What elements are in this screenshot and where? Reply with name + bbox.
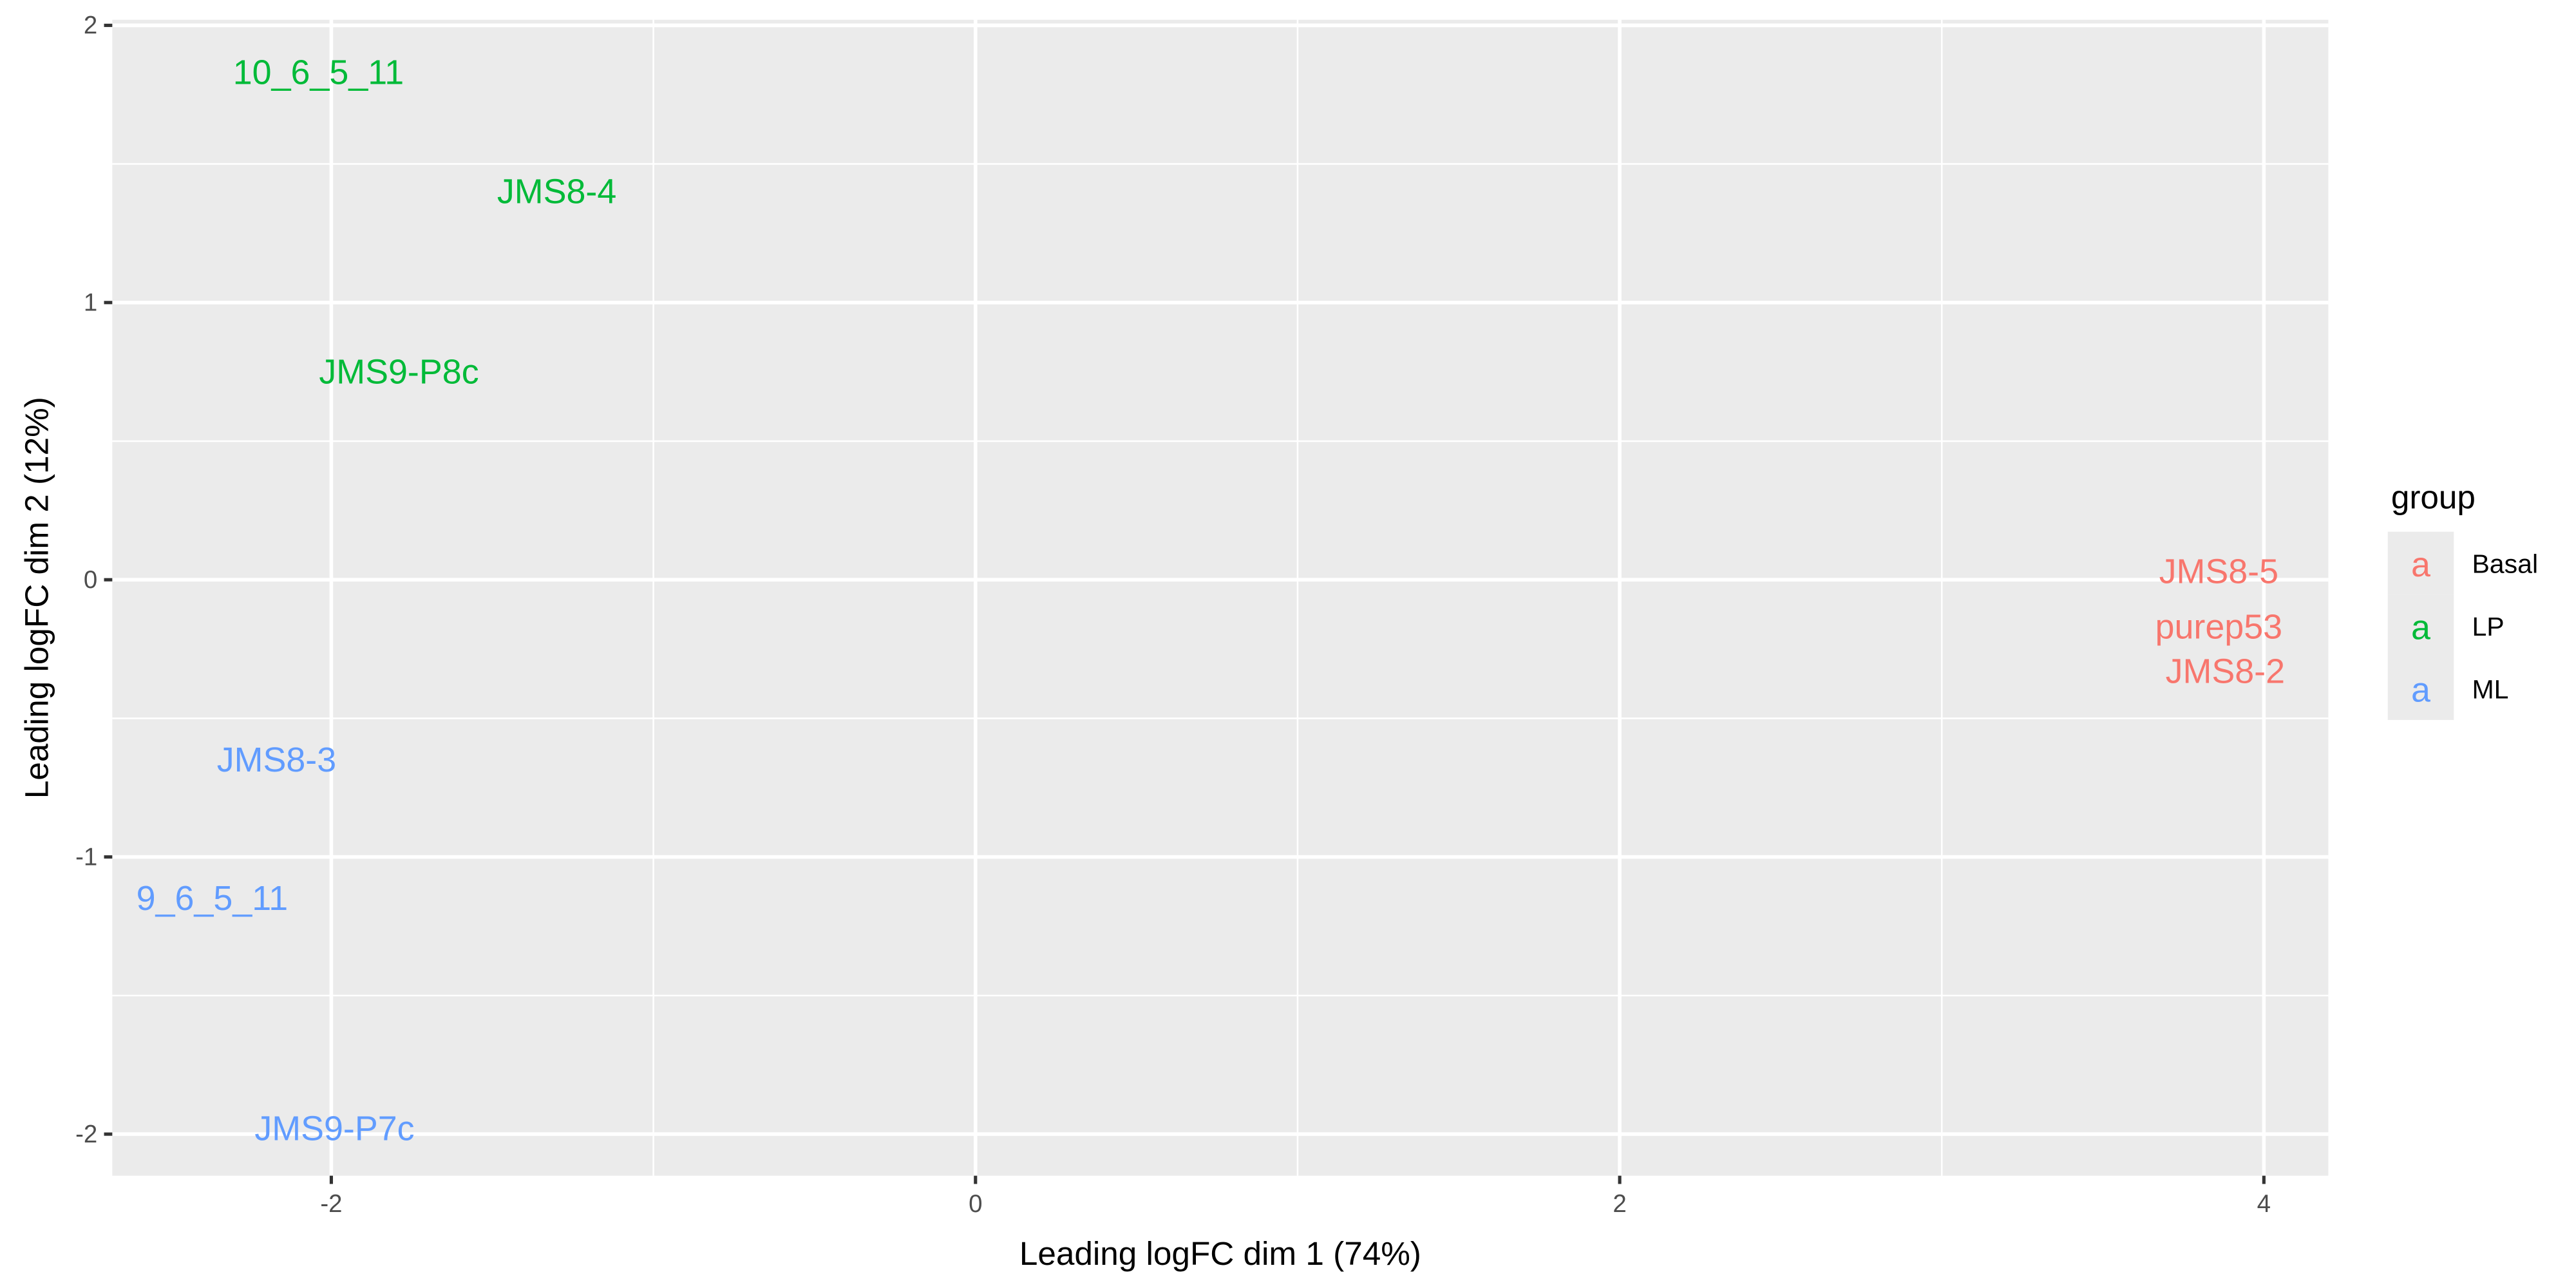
y-tick-label: 0 [84, 566, 97, 594]
point-label: 10_6_5_11 [233, 53, 404, 91]
point-label: 9_6_5_11 [137, 879, 289, 918]
x-tick-label: -2 [320, 1190, 342, 1218]
y-tick-label: 2 [84, 12, 97, 39]
legend-key-glyph: a [2411, 608, 2430, 647]
legend-key-glyph: a [2411, 545, 2430, 584]
data-labels: 10_6_5_11 JMS8-4 JMS9-P8c JMS8-5 purep53 JMS8… [137, 53, 2285, 1148]
axes: -2 0 2 4 -2 -1 0 1 2 [75, 12, 2271, 1218]
point-label: JMS9-P7c [254, 1109, 414, 1148]
legend-label: LP [2472, 612, 2504, 641]
gridlines [112, 19, 2329, 1176]
x-tick-label: 4 [2257, 1190, 2271, 1218]
point-label: JMS8-4 [497, 173, 616, 211]
point-label: JMS8-5 [2159, 552, 2278, 591]
point-label: JMS8-2 [2166, 652, 2285, 691]
legend-key-glyph: a [2411, 671, 2430, 710]
y-tick-label: -1 [75, 843, 97, 871]
point-label: JMS8-3 [217, 741, 336, 779]
legend-key [2387, 594, 2454, 658]
legend: group a Basal a LP a ML [2387, 479, 2538, 720]
legend-label: ML [2472, 675, 2508, 705]
legend-title: group [2391, 479, 2476, 516]
x-tick-label: 0 [969, 1190, 982, 1218]
legend-key [2387, 531, 2454, 595]
x-axis-title: Leading logFC dim 1 (74%) [1019, 1235, 1421, 1272]
y-tick-label: 1 [84, 289, 97, 317]
legend-key [2387, 657, 2454, 720]
panel-background [112, 19, 2329, 1176]
y-tick-label: -2 [75, 1121, 97, 1148]
point-label: JMS9-P8c [319, 352, 478, 391]
point-label: purep53 [2155, 607, 2283, 646]
y-axis-title: Leading logFC dim 2 (12%) [18, 397, 55, 799]
x-tick-label: 2 [1613, 1190, 1626, 1218]
legend-label: Basal [2472, 549, 2538, 579]
